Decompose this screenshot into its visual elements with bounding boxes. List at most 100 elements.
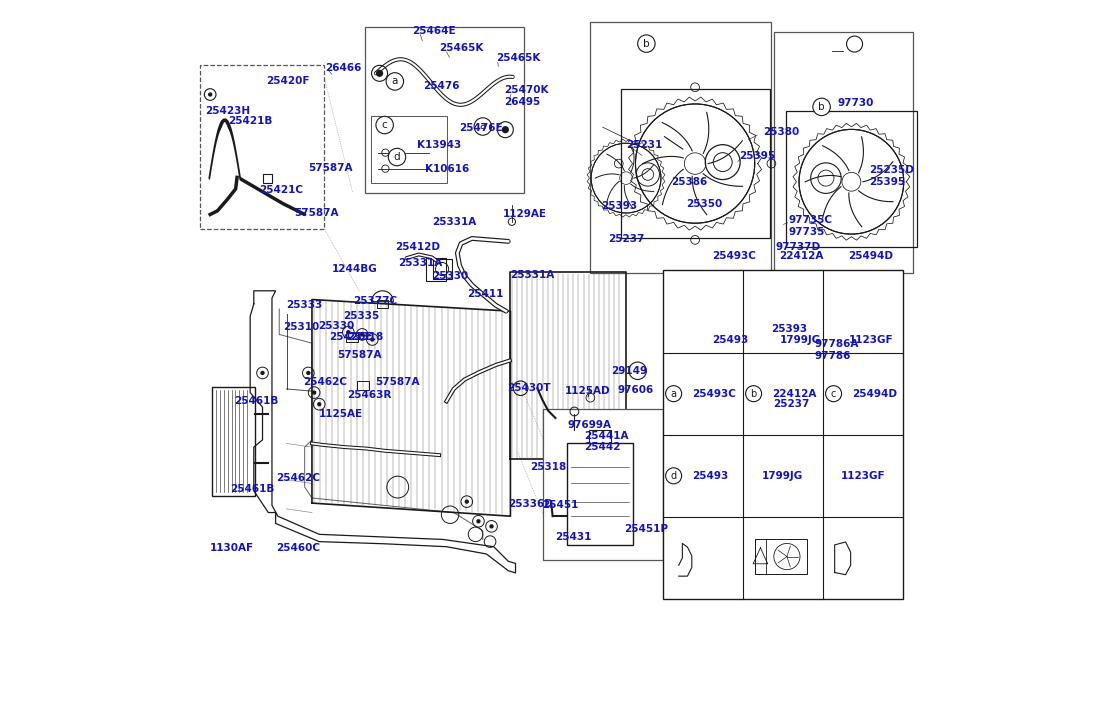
Text: 25463R: 25463R bbox=[347, 390, 391, 401]
Text: 25393: 25393 bbox=[601, 201, 638, 212]
Text: 25350: 25350 bbox=[687, 198, 722, 209]
Bar bbox=[621, 89, 770, 238]
Bar bbox=[357, 381, 369, 390]
Circle shape bbox=[825, 385, 841, 401]
Text: 25380: 25380 bbox=[763, 127, 800, 137]
Text: 25330: 25330 bbox=[432, 271, 468, 281]
Circle shape bbox=[208, 92, 212, 97]
Text: 25494D: 25494D bbox=[852, 389, 897, 398]
Bar bbox=[377, 300, 388, 308]
Text: 97606: 97606 bbox=[618, 385, 653, 395]
Bar bbox=[567, 443, 632, 545]
Text: 25462C: 25462C bbox=[303, 377, 348, 387]
Text: 25451P: 25451P bbox=[624, 524, 668, 534]
Text: 25451: 25451 bbox=[542, 499, 578, 510]
Bar bbox=[785, 111, 917, 247]
Text: 1123GF: 1123GF bbox=[849, 335, 893, 345]
Text: 25461B: 25461B bbox=[234, 396, 279, 406]
Text: 57587A: 57587A bbox=[294, 208, 339, 218]
Text: 25330: 25330 bbox=[319, 321, 354, 331]
Circle shape bbox=[360, 332, 364, 337]
Text: 25377C: 25377C bbox=[353, 296, 398, 306]
Text: b: b bbox=[819, 102, 824, 112]
Text: 25331A: 25331A bbox=[510, 270, 554, 280]
Text: 26495: 26495 bbox=[504, 97, 541, 107]
Text: K13943: K13943 bbox=[418, 140, 461, 150]
Circle shape bbox=[638, 35, 655, 52]
Circle shape bbox=[307, 371, 310, 375]
Text: 22412A: 22412A bbox=[780, 251, 823, 261]
Text: 25431: 25431 bbox=[556, 531, 592, 542]
Text: 25333: 25333 bbox=[287, 300, 323, 310]
Text: 1244BG: 1244BG bbox=[332, 264, 378, 274]
Text: 25493: 25493 bbox=[712, 335, 748, 345]
Text: 25412D: 25412D bbox=[396, 242, 441, 252]
Bar bbox=[263, 174, 272, 183]
Text: 25465K: 25465K bbox=[439, 43, 483, 53]
Bar bbox=[543, 409, 663, 560]
Text: 97786A: 97786A bbox=[814, 339, 859, 349]
Circle shape bbox=[376, 70, 383, 77]
Text: 25476: 25476 bbox=[423, 81, 460, 91]
Bar bbox=[589, 430, 611, 443]
Text: 25336D: 25336D bbox=[508, 499, 553, 509]
Text: 25493: 25493 bbox=[692, 471, 728, 481]
Text: 22412A: 22412A bbox=[772, 389, 817, 398]
Text: 25335: 25335 bbox=[343, 310, 380, 321]
Circle shape bbox=[387, 73, 403, 90]
Bar bbox=[212, 387, 254, 496]
Text: 97699A: 97699A bbox=[567, 420, 611, 430]
Text: 26466: 26466 bbox=[326, 63, 361, 73]
Text: a: a bbox=[671, 389, 677, 398]
Text: 25237: 25237 bbox=[773, 399, 810, 409]
Bar bbox=[754, 539, 807, 574]
Circle shape bbox=[376, 116, 393, 134]
Text: 25421B: 25421B bbox=[229, 116, 272, 126]
Text: b: b bbox=[751, 389, 757, 398]
Circle shape bbox=[312, 390, 317, 395]
Text: 25420E: 25420E bbox=[329, 332, 372, 342]
Text: 57587A: 57587A bbox=[376, 377, 420, 387]
Text: 25476E: 25476E bbox=[460, 123, 503, 133]
Text: 25393: 25393 bbox=[771, 324, 808, 334]
Bar bbox=[433, 259, 451, 279]
Bar bbox=[773, 32, 913, 273]
Circle shape bbox=[502, 126, 509, 133]
Text: 25421C: 25421C bbox=[259, 185, 303, 195]
Text: 25441A: 25441A bbox=[584, 431, 629, 441]
Text: 25231: 25231 bbox=[625, 140, 662, 150]
Text: 97735C: 97735C bbox=[788, 215, 832, 225]
Bar bbox=[366, 27, 523, 193]
Text: 25430T: 25430T bbox=[508, 383, 551, 393]
Circle shape bbox=[464, 499, 469, 504]
Circle shape bbox=[260, 371, 264, 375]
Text: b: b bbox=[643, 39, 650, 49]
Text: 1125AD: 1125AD bbox=[565, 386, 611, 396]
Text: c: c bbox=[831, 389, 837, 398]
Text: 25493C: 25493C bbox=[712, 251, 755, 261]
Text: 25494D: 25494D bbox=[849, 251, 893, 261]
Text: d: d bbox=[393, 152, 400, 162]
Text: 1799JG: 1799JG bbox=[780, 335, 821, 345]
Circle shape bbox=[489, 524, 493, 529]
Circle shape bbox=[813, 98, 830, 116]
Text: 1125AE: 1125AE bbox=[319, 409, 363, 419]
Bar bbox=[347, 333, 358, 342]
Circle shape bbox=[347, 330, 350, 334]
Text: 1123GF: 1123GF bbox=[840, 471, 885, 481]
Text: 25442: 25442 bbox=[584, 442, 621, 452]
Text: 25395: 25395 bbox=[740, 150, 775, 161]
Bar bbox=[200, 65, 323, 229]
Circle shape bbox=[477, 519, 481, 523]
Circle shape bbox=[665, 468, 682, 484]
Text: 25237: 25237 bbox=[609, 234, 645, 244]
Text: 25420F: 25420F bbox=[267, 76, 310, 86]
Text: 25460C: 25460C bbox=[277, 543, 320, 553]
Text: 97737D: 97737D bbox=[775, 242, 820, 252]
Text: 25235D: 25235D bbox=[870, 165, 914, 175]
Bar bbox=[663, 270, 902, 599]
Text: 25411: 25411 bbox=[467, 289, 503, 299]
Text: 25310: 25310 bbox=[283, 322, 320, 332]
Text: 97786: 97786 bbox=[814, 350, 851, 361]
Text: 25461B: 25461B bbox=[230, 483, 274, 494]
